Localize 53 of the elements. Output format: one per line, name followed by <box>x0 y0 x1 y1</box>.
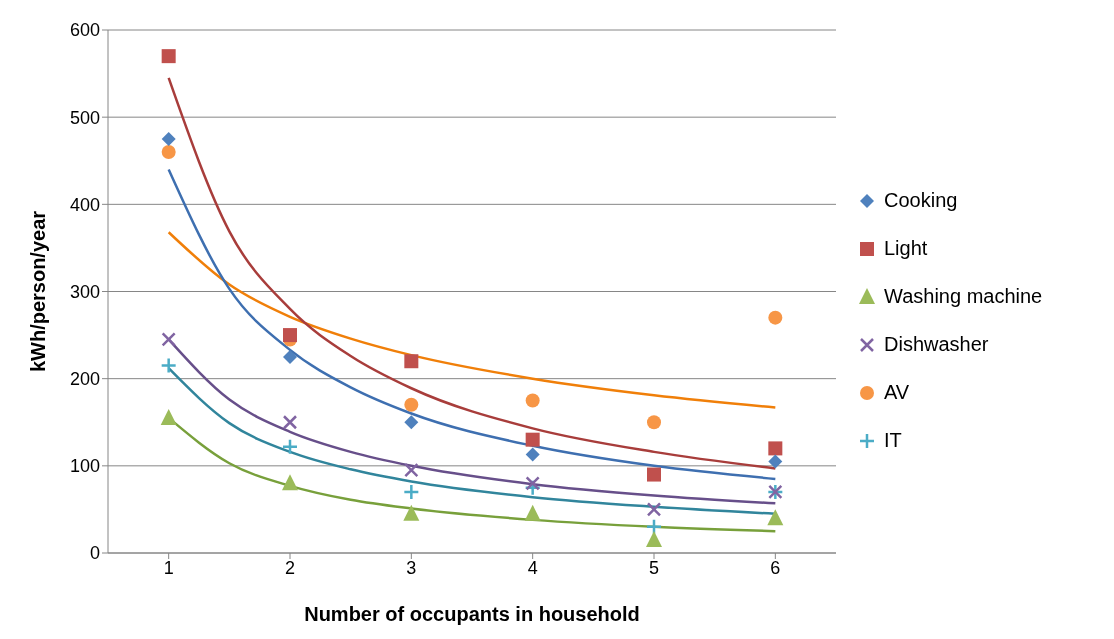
point <box>283 328 297 343</box>
point <box>768 310 783 325</box>
legend-label: Cooking <box>884 189 958 212</box>
point <box>282 415 298 430</box>
y-tick-label: 200 <box>69 369 100 390</box>
x-tick-label: 3 <box>406 557 417 578</box>
x-tick-label: 5 <box>648 557 660 578</box>
point <box>404 462 419 478</box>
y-axis-title: kWh/person/year <box>27 210 50 373</box>
legend-label: Washing machine <box>884 285 1043 308</box>
point <box>281 438 299 455</box>
point <box>646 530 662 547</box>
point <box>768 454 783 469</box>
point <box>282 474 298 491</box>
legend-label: Dishwasher <box>884 333 989 356</box>
point <box>768 441 783 456</box>
point <box>404 354 419 369</box>
y-tick-label: 100 <box>69 456 100 477</box>
point <box>160 357 177 374</box>
point <box>524 504 541 521</box>
y-tick-label: 500 <box>69 107 100 128</box>
point <box>404 397 419 412</box>
point <box>525 393 540 408</box>
point <box>525 447 540 462</box>
x-axis-title: Number of occupants in household <box>304 603 640 625</box>
point <box>403 483 420 501</box>
point <box>161 332 176 347</box>
point <box>525 432 540 447</box>
point <box>646 502 662 517</box>
line-series <box>167 168 777 481</box>
legend-label: Light <box>884 237 928 260</box>
point <box>403 504 420 521</box>
point <box>161 145 176 160</box>
point <box>160 408 177 425</box>
legend-label: AV <box>884 381 910 404</box>
y-tick-label: 0 <box>89 543 100 564</box>
x-tick-label: 6 <box>770 557 781 578</box>
point <box>404 415 419 430</box>
point <box>647 467 661 482</box>
line-series <box>167 230 777 409</box>
point <box>767 509 784 526</box>
point <box>647 415 661 430</box>
x-tick-label: 2 <box>284 557 296 578</box>
x-tick-label: 4 <box>527 557 538 578</box>
y-tick-label: 300 <box>69 281 100 302</box>
x-tick-label: 1 <box>163 557 174 578</box>
y-tick-label: 600 <box>69 20 100 41</box>
point <box>283 349 297 364</box>
point <box>525 476 540 491</box>
point <box>161 49 176 64</box>
legend-label: IT <box>884 429 902 452</box>
point <box>161 131 176 146</box>
y-tick-label: 400 <box>69 194 100 215</box>
